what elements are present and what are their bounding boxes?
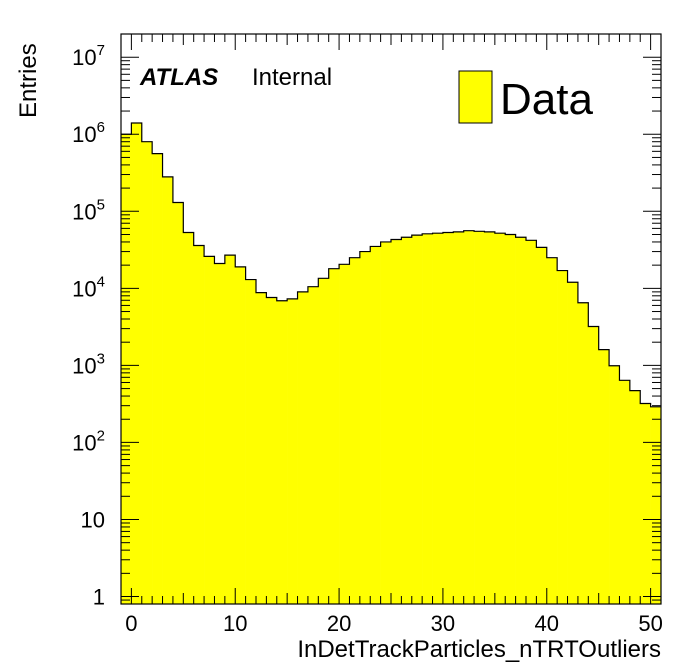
histogram-bin [214, 263, 226, 604]
histogram-bin [131, 122, 143, 605]
histogram-bin [442, 232, 454, 604]
x-axis-title: InDetTrackParticles_nTRTOutliers [297, 636, 661, 663]
histogram-bin [546, 257, 558, 604]
histogram-bin [619, 380, 631, 604]
histogram-bin [256, 292, 267, 604]
histogram-bin [172, 202, 184, 604]
histogram-bin [141, 141, 153, 604]
histogram-outline [121, 122, 661, 408]
histogram-bin [494, 233, 506, 604]
histogram-bin [629, 390, 641, 604]
histogram-bin [235, 266, 246, 604]
x-tick-label: 40 [535, 611, 559, 636]
histogram-bin [505, 234, 516, 605]
y-tick-label: 1 [93, 585, 105, 610]
histogram-bin [318, 278, 329, 604]
histogram-bin [401, 237, 413, 604]
y-tick-label: 102 [72, 427, 105, 455]
x-tick-label: 30 [431, 611, 455, 636]
histogram-bin [484, 231, 496, 605]
x-tick-label: 50 [638, 611, 662, 636]
histogram-bin [567, 282, 579, 604]
histogram-bin [577, 302, 589, 604]
x-tick-label: 20 [327, 611, 351, 636]
histogram-bin [609, 365, 620, 604]
histogram-bin [339, 264, 350, 604]
histogram-bin [245, 279, 257, 604]
histogram-bin [276, 300, 288, 604]
atlas-label: ATLAS [139, 64, 218, 91]
histogram-bin [463, 230, 475, 605]
histogram-bin [359, 251, 371, 604]
histogram-bin [432, 233, 444, 604]
histogram-bin [152, 153, 163, 604]
legend: Data [458, 70, 593, 124]
histogram-bin [557, 270, 568, 604]
histogram-bars [121, 122, 662, 605]
x-axis-ticks [120, 34, 662, 604]
histogram-bin [515, 237, 527, 604]
histogram-bin [349, 257, 361, 604]
histogram-bin [391, 239, 402, 604]
histogram-bin [526, 240, 537, 605]
histogram-bin [193, 245, 205, 605]
y-tick-label: 10 [81, 507, 105, 532]
y-axis-title: Entries [15, 43, 42, 118]
legend-swatch-data [458, 70, 493, 124]
histogram-bin [266, 297, 278, 604]
histogram-bin [650, 406, 662, 604]
histogram-bin [453, 231, 464, 605]
histogram-bin [598, 349, 610, 604]
y-axis-tick-labels: 1 10 102 103 104 105 106 107 [72, 42, 105, 609]
histogram-bin [474, 231, 485, 604]
histogram-bin [380, 241, 392, 604]
histogram-bin [370, 246, 381, 604]
y-tick-label: 105 [72, 196, 105, 224]
histogram-bin [204, 256, 215, 604]
histogram-bin [536, 247, 548, 604]
y-tick-label: 107 [72, 42, 105, 70]
y-tick-label: 106 [72, 119, 105, 147]
histogram-bin [411, 235, 423, 604]
histogram-bin [307, 286, 319, 604]
histogram-bin [588, 326, 599, 604]
histogram-bin [640, 403, 651, 604]
y-axis-ticks [121, 33, 661, 605]
histogram-bin [162, 176, 174, 604]
legend-label-data: Data [500, 75, 593, 124]
x-tick-label: 0 [125, 611, 137, 636]
internal-label: Internal [252, 64, 332, 91]
histogram-bin [224, 255, 236, 605]
y-tick-label: 103 [72, 350, 105, 378]
x-axis-tick-labels: 0 10 20 30 40 50 [125, 611, 663, 636]
histogram-bin [328, 268, 340, 604]
y-tick-label: 104 [72, 273, 105, 301]
x-tick-label: 10 [223, 611, 247, 636]
histogram-bin [287, 298, 298, 604]
histogram-bin [297, 291, 309, 604]
histogram-bin [183, 232, 194, 604]
histogram-bin [422, 233, 433, 604]
